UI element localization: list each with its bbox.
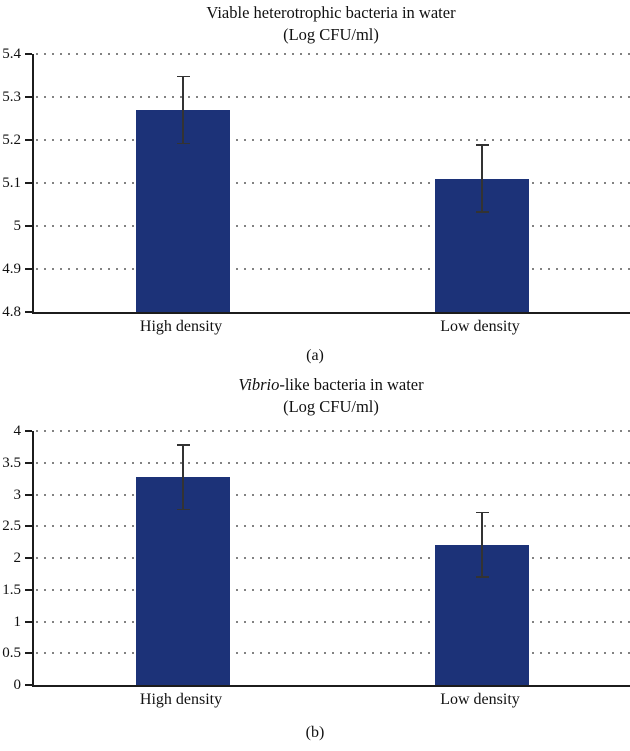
chart-b-title-rest: -like bacteria in water [279, 375, 424, 394]
x-axis-label-low-density: Low density [440, 318, 520, 335]
y-tick-label-1: 1 [13, 613, 22, 630]
error-bar-cap-bottom-low-density [475, 211, 489, 214]
gridline-0.5 [36, 652, 630, 655]
gridline-3 [36, 493, 630, 496]
chart-b-title-italic: Vibrio [238, 375, 280, 394]
y-tick-label-5.3: 5.3 [2, 89, 21, 105]
y-tick-label-4.8: 4.8 [2, 304, 21, 320]
y-axis-tick-4.9 [25, 268, 32, 270]
gridline-3.5 [36, 461, 630, 464]
y-axis-tick-5.2 [25, 139, 32, 141]
error-bar-line-low-density [481, 144, 483, 214]
x-axis-label-high-density: High density [139, 318, 223, 335]
error-bar-line-high-density [182, 444, 184, 511]
y-axis-tick-2.5 [25, 525, 32, 528]
panel-b-label: (b) [305, 724, 325, 741]
x-axis-label-low-density: Low density [440, 691, 520, 708]
panel-a: Viable heterotrophic bacteria in water (… [0, 0, 630, 366]
panel-a-label: (a) [306, 347, 324, 364]
chart-b-y-axis-labels: 4 3.5 3 2.5 2 1.5 1 0.5 0 [0, 423, 32, 693]
error-bar-cap-top-low-density [475, 511, 489, 514]
gridline-1 [36, 620, 630, 623]
chart-a-title: Viable heterotrophic bacteria in water [32, 2, 630, 24]
y-axis-tick-0.5 [25, 652, 32, 655]
gridline-2 [36, 557, 630, 559]
y-axis-tick-1 [25, 620, 32, 623]
gridline-1.5 [36, 588, 630, 591]
y-tick-label-3: 3 [13, 486, 22, 503]
chart-a-title-block: Viable heterotrophic bacteria in water (… [32, 0, 630, 44]
gridline-5.3 [36, 96, 630, 98]
y-axis-tick-1.5 [25, 588, 32, 591]
gridline-5.1 [36, 182, 630, 184]
y-axis-tick-0 [25, 684, 32, 686]
error-bar-line-high-density [182, 75, 184, 145]
error-bar-cap-top-high-density [176, 444, 190, 447]
chart-b-plot-area [25, 430, 630, 687]
x-axis-label-high-density: High density [139, 691, 223, 708]
y-tick-label-5: 5 [13, 218, 22, 234]
gridline-4 [36, 430, 630, 432]
y-tick-label-1.5: 1.5 [2, 581, 21, 598]
gridline-5.4 [36, 53, 630, 55]
y-tick-label-2.5: 2.5 [2, 518, 21, 535]
chart-a-x-axis-labels: High density Low density [32, 314, 630, 340]
y-tick-label-5.2: 5.2 [2, 132, 21, 148]
error-bar-cap-bottom-low-density [475, 575, 489, 578]
y-axis-tick-4.8 [25, 311, 32, 313]
chart-b-x-axis-labels: High density Low density [32, 687, 630, 713]
y-axis-tick-4 [25, 430, 32, 432]
chart-a-y-axis-labels: 5.4 5.3 5.2 5.1 5 4.9 4.8 [0, 46, 32, 320]
chart-a-subtitle: (Log CFU/ml) [283, 25, 379, 44]
y-tick-label-3.5: 3.5 [2, 454, 21, 471]
y-axis-tick-5.4 [25, 53, 32, 55]
y-tick-label-0: 0 [13, 677, 22, 693]
y-axis-tick-3 [25, 493, 32, 496]
chart-b-title: Vibrio-like bacteria in water [32, 374, 630, 396]
gridline-4.9 [36, 268, 630, 270]
error-bar-cap-top-low-density [475, 144, 489, 147]
y-axis-tick-3.5 [25, 461, 32, 464]
gridline-5.2 [36, 139, 630, 141]
chart-a-plot-area [25, 53, 630, 314]
y-tick-label-5.4: 5.4 [2, 46, 21, 62]
error-bar-cap-top-high-density [176, 75, 190, 78]
error-bar-cap-bottom-high-density [176, 508, 190, 511]
error-bar-cap-bottom-high-density [176, 142, 190, 145]
y-axis-tick-2 [25, 557, 32, 559]
y-tick-label-4.9: 4.9 [2, 261, 21, 277]
chart-a-plot-row: 5.4 5.3 5.2 5.1 5 4.9 4.8 [0, 46, 630, 320]
y-tick-label-2: 2 [13, 550, 22, 566]
y-axis-tick-5.1 [25, 182, 32, 184]
gridline-5 [36, 225, 630, 227]
y-tick-label-4: 4 [13, 423, 22, 439]
y-axis-tick-5.3 [25, 96, 32, 98]
chart-b-title-block: Vibrio-like bacteria in water (Log CFU/m… [32, 372, 630, 416]
y-tick-label-5.1: 5.1 [2, 175, 21, 191]
chart-b-subtitle: (Log CFU/ml) [283, 397, 379, 416]
y-axis-tick-5 [25, 225, 32, 227]
panel-b: Vibrio-like bacteria in water (Log CFU/m… [0, 372, 630, 743]
bar-high-density [136, 477, 230, 685]
chart-a-title-rest: Viable heterotrophic bacteria in water [206, 3, 456, 22]
y-tick-label-0.5: 0.5 [2, 645, 21, 662]
chart-b-plot-row: 4 3.5 3 2.5 2 1.5 1 0.5 0 [0, 423, 630, 693]
error-bar-line-low-density [481, 511, 483, 578]
gridline-2.5 [36, 525, 630, 528]
